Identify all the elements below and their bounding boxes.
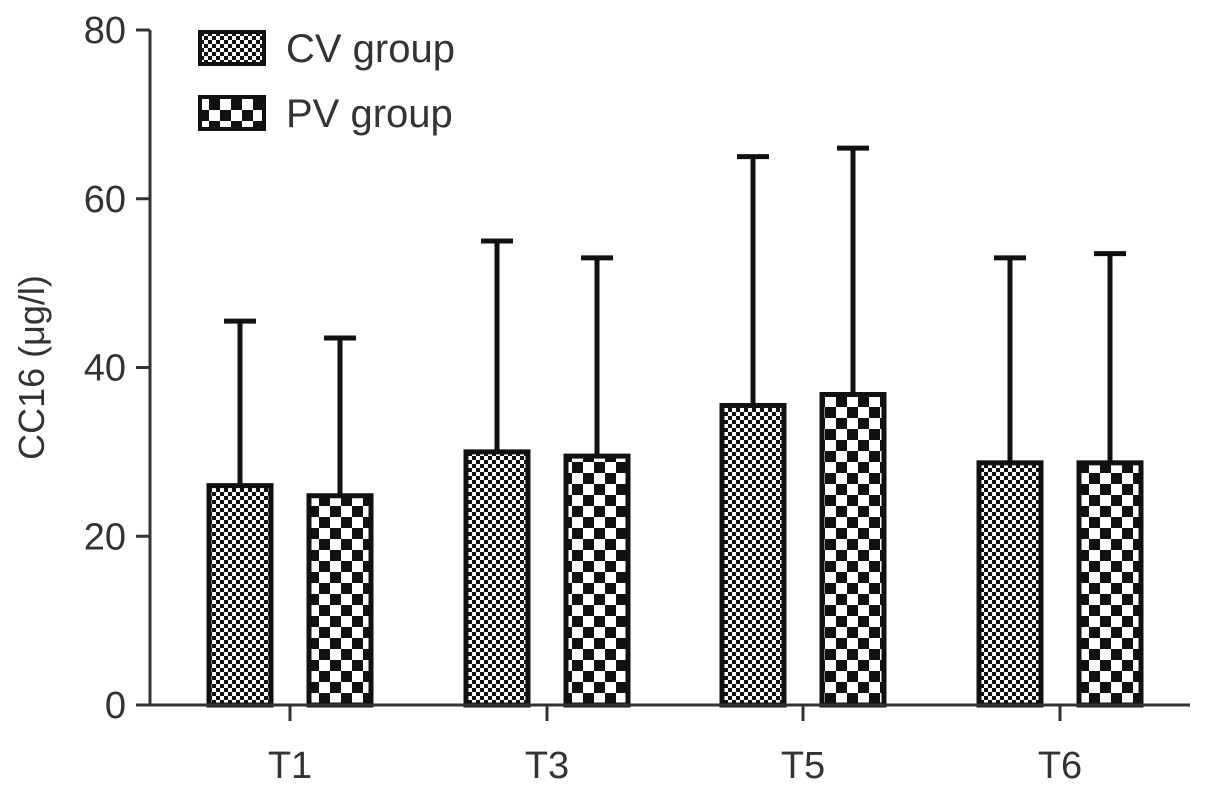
y-axis-ticks: 0 20 40 60 80: [84, 10, 150, 727]
legend-label-cv-group: CV group: [286, 27, 455, 71]
bar-cv-group-t3: [463, 449, 531, 708]
plot-area: 0 20 40 60 80 T1 T3 T5 T6: [84, 10, 1190, 787]
legend-swatch-cv-group: [198, 30, 266, 66]
bar-pv-group-t1: [306, 493, 374, 708]
y-tick-label: 20: [84, 516, 126, 558]
x-tick-label-t1: T1: [268, 745, 312, 787]
x-axis-ticks: T1 T3 T5 T6: [268, 705, 1082, 787]
y-tick-label: 40: [84, 348, 126, 390]
y-tick-label: 60: [84, 179, 126, 221]
legend: CV group PV group: [198, 27, 455, 136]
legend-swatch-pv-group: [198, 95, 266, 131]
legend-label-pv-group: PV group: [286, 92, 453, 136]
y-tick-label: 0: [105, 685, 126, 727]
y-axis-label: CC16 (μg/l): [11, 275, 52, 460]
x-tick-label-t5: T5: [781, 745, 825, 787]
bar-cv-group-t6: [976, 460, 1044, 708]
bar-cv-group-t1: [206, 483, 274, 708]
bar-pv-group-t3: [563, 453, 631, 708]
error-bars-layer: [224, 145, 1126, 496]
bars-layer: [206, 392, 1144, 708]
x-tick-label-t6: T6: [1038, 745, 1082, 787]
bar-cv-group-t5: [719, 402, 787, 708]
y-tick-label: 80: [84, 10, 126, 52]
bar-pv-group-t6: [1076, 460, 1144, 708]
x-tick-label-t3: T3: [525, 745, 569, 787]
bar-pv-group-t5: [819, 392, 887, 708]
